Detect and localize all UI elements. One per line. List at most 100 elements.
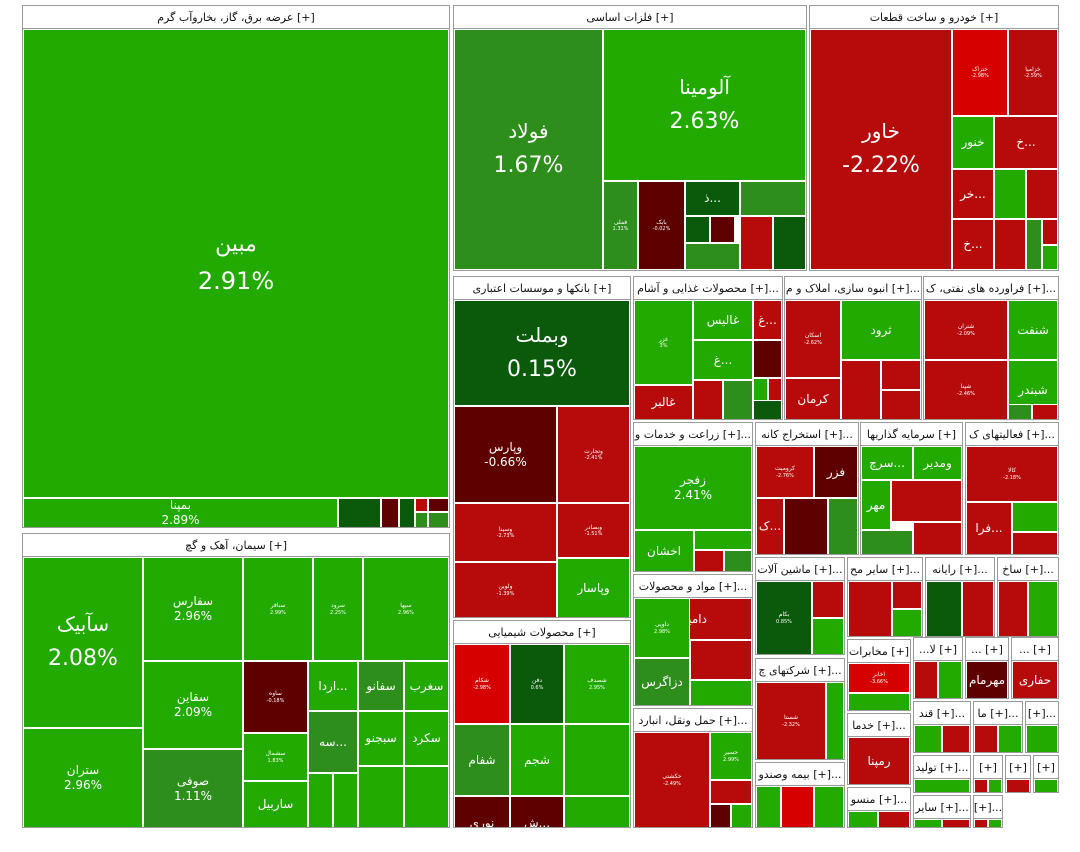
stock-tile[interactable]: غالیس [693,300,753,340]
stock-tile[interactable] [962,581,994,636]
stock-tile[interactable]: خ... [952,219,994,270]
stock-tile[interactable] [942,725,970,752]
stock-tile[interactable] [308,773,333,827]
stock-tile[interactable] [938,661,962,698]
stock-tile[interactable] [404,766,449,827]
stock-tile[interactable] [1006,779,1030,792]
stock-tile[interactable] [841,360,881,419]
stock-tile[interactable] [756,786,781,827]
stock-tile[interactable]: کالا -2.18% [966,446,1058,502]
stock-tile[interactable]: اخابر -3.66% [848,663,910,693]
stock-tile[interactable]: وتجارت -2.41% [557,406,630,503]
stock-tile[interactable] [710,804,731,827]
stock-tile[interactable] [690,640,752,680]
stock-tile[interactable]: خر... [952,169,994,219]
stock-tile[interactable] [988,819,1002,827]
stock-tile[interactable] [723,380,753,419]
stock-tile[interactable] [694,530,752,550]
stock-tile[interactable]: مبین 2.91% [23,29,449,498]
sector-header[interactable]: سرمایه گذاریها [+] [861,423,962,446]
sector-header[interactable]: ماشین آلات [+]... [756,558,844,581]
stock-tile[interactable] [974,819,988,827]
stock-tile[interactable]: شجم [510,724,564,796]
stock-tile[interactable]: سپها 2.96% [363,557,449,661]
stock-tile[interactable]: ذ... [685,181,740,216]
sector-header[interactable]: [+] [974,756,1002,779]
stock-tile[interactable]: شپنا -2.46% [924,360,1008,419]
stock-tile[interactable]: ک... [756,498,784,554]
stock-tile[interactable]: وپاسار [557,558,630,617]
sector-header[interactable]: استخراج کانه [+]... [756,423,858,446]
stock-tile[interactable] [358,766,404,827]
sector-header[interactable]: بانکها و موسسات اعتباری [+] [454,277,630,300]
sector-header[interactable]: ... [+] [966,638,1008,661]
stock-tile[interactable]: غزر 3% [634,300,693,385]
stock-tile[interactable]: شکام -2.98% [454,644,510,724]
stock-tile[interactable] [914,661,938,698]
stock-tile[interactable] [685,216,710,243]
stock-tile[interactable] [881,390,921,419]
stock-tile[interactable]: بکام 0.85% [756,581,812,654]
stock-tile[interactable] [942,819,970,827]
stock-tile[interactable] [994,169,1026,219]
sector-header[interactable]: ... [+] [1012,638,1058,661]
stock-tile[interactable]: شستا -2.32% [756,682,826,759]
sector-header[interactable]: رایانه [+]... [926,558,994,581]
stock-tile[interactable] [685,243,740,270]
stock-tile[interactable]: خزامیا -2.59% [1008,29,1058,116]
stock-tile[interactable] [690,680,752,705]
stock-tile[interactable]: ومدیر [913,446,962,480]
stock-tile[interactable] [564,724,630,796]
sector-header[interactable]: [+] [1034,756,1058,779]
sector-header[interactable]: ...لا [+] [914,638,962,661]
stock-tile[interactable]: حکشتی -2.49% [634,732,710,827]
stock-tile[interactable]: ساوه -0.18% [243,661,308,733]
stock-tile[interactable]: فرا... [966,502,1012,554]
stock-tile[interactable]: سبجنو [358,711,404,766]
stock-tile[interactable] [1012,502,1058,532]
sector-header[interactable]: [+]... [974,796,1002,819]
stock-tile[interactable]: دفن 0.6% [510,644,564,724]
sector-header[interactable]: محصولات غذایی و آشام [+]... [634,277,782,300]
stock-tile[interactable]: سباقر 2.99% [243,557,313,661]
stock-tile[interactable] [1042,219,1058,245]
stock-tile[interactable] [891,480,962,522]
stock-tile[interactable] [753,340,782,378]
stock-tile[interactable] [988,779,1002,792]
sector-header[interactable]: عرضه برق، گاز، بخاروآب گرم [+] [23,6,449,29]
stock-tile[interactable]: سفانو [358,661,404,711]
stock-tile[interactable]: سآبیک 2.08% [23,557,143,728]
stock-tile[interactable] [878,811,910,827]
sector-header[interactable]: فلزات اساسی [+] [454,6,806,29]
stock-tile[interactable]: وسینا -2.73% [454,503,557,562]
stock-tile[interactable]: سشمال 1.83% [243,733,308,781]
stock-tile[interactable] [784,498,828,554]
stock-tile[interactable] [1008,404,1032,419]
stock-tile[interactable] [740,216,773,270]
stock-tile[interactable] [974,779,988,792]
sector-header[interactable]: فعالیتهای ک [+]... [966,423,1058,446]
stock-tile[interactable] [998,581,1028,636]
stock-tile[interactable] [710,780,752,804]
stock-tile[interactable]: سقاین 2.09% [143,661,243,749]
stock-tile[interactable]: رمپنا [848,737,910,784]
stock-tile[interactable] [998,725,1022,752]
sector-header[interactable]: سایر [+]... [914,796,970,819]
stock-tile[interactable] [892,581,922,609]
stock-tile[interactable] [913,522,962,554]
stock-tile[interactable]: شنفت [1008,300,1058,360]
sector-header[interactable]: [+] [1006,756,1030,779]
sector-header[interactable]: مخابرات [+] [848,640,910,663]
stock-tile[interactable]: دزاگرس [634,658,690,705]
stock-tile[interactable] [914,819,942,827]
stock-tile[interactable] [892,609,922,636]
sector-header[interactable]: قند [+]... [914,702,970,725]
sector-header[interactable]: سیمان، آهک و گچ [+] [23,534,449,557]
sector-header[interactable]: بیمه وصندو [+]... [756,763,844,786]
stock-tile[interactable]: سفارس 2.96% [143,557,243,661]
sector-header[interactable]: فراورده های نفتی، ک [+]... [924,277,1058,300]
stock-tile[interactable]: بابک -0.02% [638,181,685,270]
stock-tile[interactable] [914,725,942,752]
stock-tile[interactable]: خنور [952,116,994,169]
stock-tile[interactable] [1012,532,1058,554]
